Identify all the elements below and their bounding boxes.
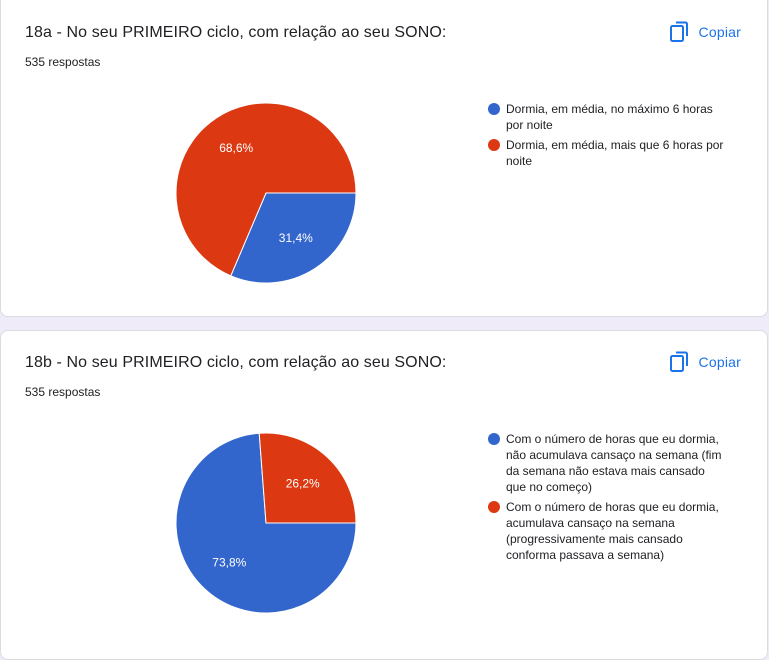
legend-dot-blue — [488, 433, 500, 445]
legend-dot-blue — [488, 103, 500, 115]
legend-label: Com o número de horas que eu dormia, acu… — [506, 500, 719, 562]
pie-chart: 73,8% 26,2% — [175, 432, 357, 614]
response-count: 535 respostas — [25, 385, 101, 399]
pie-chart: 31,4% 68,6% — [175, 102, 357, 284]
copy-label: Copiar — [698, 353, 741, 370]
legend-item: Com o número de horas que eu dormia, não… — [488, 431, 728, 495]
chart-card-18b: 18b - No seu PRIMEIRO ciclo, com relação… — [0, 330, 768, 660]
legend-label: Dormia, em média, no máximo 6 horas por … — [506, 102, 713, 132]
response-count: 535 respostas — [25, 55, 101, 69]
copy-button[interactable]: Copiar — [669, 351, 741, 372]
copy-icon — [669, 21, 688, 42]
pie-slice — [175, 102, 357, 277]
chart-title: 18b - No seu PRIMEIRO ciclo, com relação… — [25, 354, 447, 371]
copy-icon — [669, 351, 688, 372]
slice-value-label: 26,2% — [286, 476, 320, 490]
chart-legend: Dormia, em média, no máximo 6 horas por … — [488, 101, 728, 173]
copy-button[interactable]: Copiar — [669, 21, 741, 42]
legend-item: Dormia, em média, no máximo 6 horas por … — [488, 101, 728, 133]
chart-card-18a: 18a - No seu PRIMEIRO ciclo, com relação… — [0, 0, 768, 317]
legend-dot-red — [488, 501, 500, 513]
legend-item: Dormia, em média, mais que 6 horas por n… — [488, 137, 728, 169]
pie-slice — [258, 432, 357, 524]
pie-slice — [230, 192, 357, 284]
copy-label: Copiar — [698, 23, 741, 40]
legend-dot-red — [488, 139, 500, 151]
legend-label: Dormia, em média, mais que 6 horas por n… — [506, 138, 724, 168]
slice-value-label: 31,4% — [279, 231, 313, 245]
legend-item: Com o número de horas que eu dormia, acu… — [488, 499, 728, 563]
chart-legend: Com o número de horas que eu dormia, não… — [488, 431, 728, 567]
slice-value-label: 73,8% — [212, 556, 246, 570]
legend-label: Com o número de horas que eu dormia, não… — [506, 432, 722, 494]
chart-title: 18a - No seu PRIMEIRO ciclo, com relação… — [25, 24, 447, 41]
slice-value-label: 68,6% — [219, 141, 253, 155]
